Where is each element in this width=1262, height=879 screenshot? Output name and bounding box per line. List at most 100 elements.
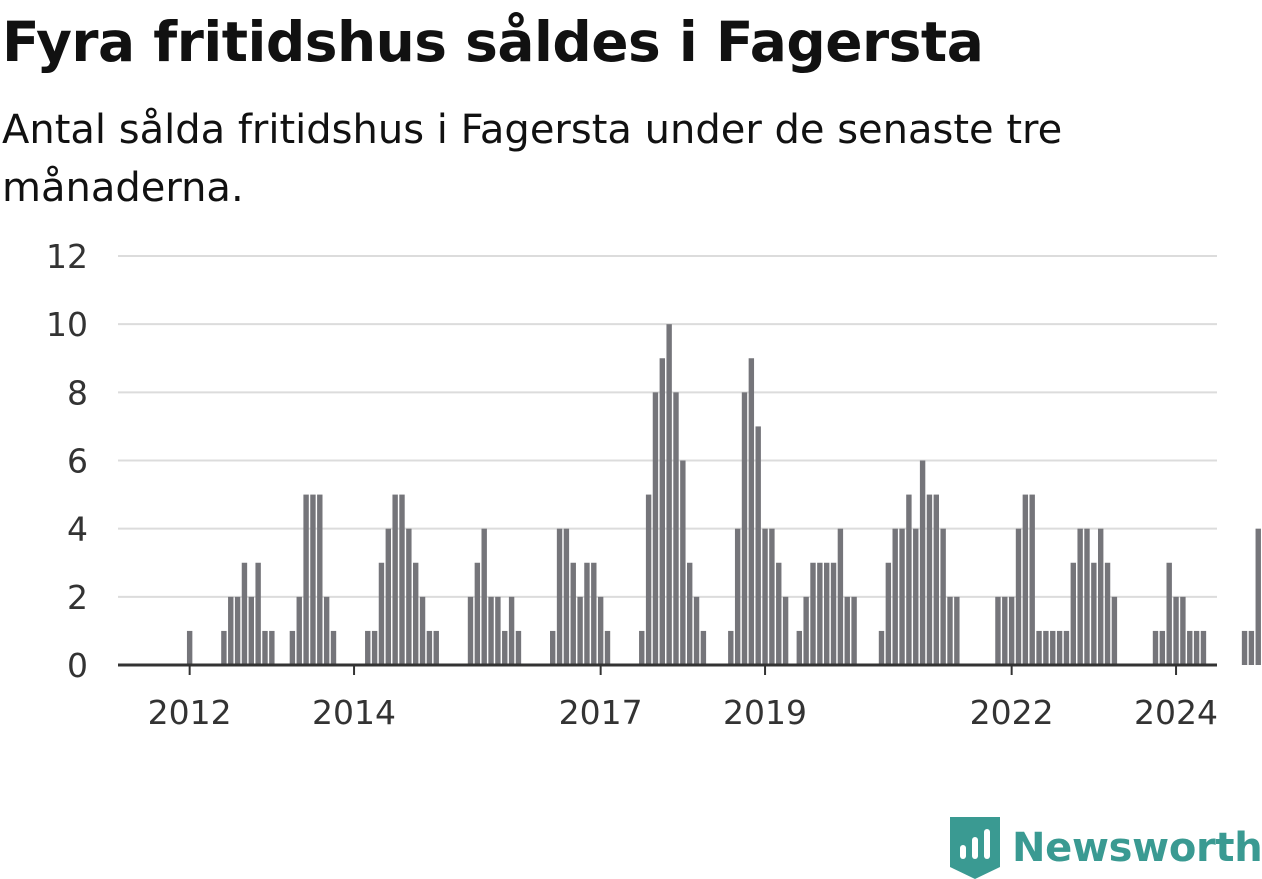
bar <box>947 596 953 665</box>
bar <box>700 630 707 665</box>
bar <box>687 562 693 665</box>
bar <box>769 528 775 665</box>
bar <box>378 562 385 665</box>
y-tick-label: 2 <box>67 578 88 617</box>
bar <box>1098 528 1104 665</box>
bar-chart: 0246810122012201420172019202220244 <box>46 237 1261 732</box>
bar-chart-badge-icon <box>950 817 1000 879</box>
bar <box>885 562 892 665</box>
bar <box>467 596 474 665</box>
bar <box>323 596 330 665</box>
bar <box>330 630 337 665</box>
newsworthy-logo: Newsworthy <box>950 817 1262 879</box>
bar <box>371 630 378 665</box>
bar <box>1104 562 1111 665</box>
bar <box>810 562 816 665</box>
bar <box>844 596 850 665</box>
bar <box>837 528 844 665</box>
bar <box>317 494 323 665</box>
bar <box>652 392 659 665</box>
bar <box>570 562 576 665</box>
bar <box>817 562 823 665</box>
bar <box>604 630 611 665</box>
bar <box>1180 596 1186 665</box>
bar <box>755 426 761 665</box>
bar <box>899 528 905 665</box>
x-tick-label: 2017 <box>559 693 643 732</box>
bar <box>1036 630 1042 665</box>
bar <box>550 630 556 665</box>
bar <box>933 494 939 665</box>
bar <box>666 324 672 665</box>
bar <box>556 528 563 665</box>
bar <box>241 562 248 665</box>
bar <box>433 630 439 665</box>
bar <box>639 630 645 665</box>
bar <box>413 562 419 665</box>
bar <box>474 562 481 665</box>
bar <box>269 630 275 665</box>
bar <box>1029 494 1035 665</box>
bar <box>1063 630 1070 665</box>
bar <box>1152 630 1159 665</box>
x-tick-label: 2022 <box>970 693 1054 732</box>
x-tick-label: 2014 <box>312 693 396 732</box>
bar <box>1187 630 1193 665</box>
labels: 0246810122012201420172019202220244 <box>46 237 1218 732</box>
bar <box>1070 562 1076 665</box>
bar <box>228 596 234 665</box>
y-tick-label: 8 <box>67 373 88 412</box>
bar <box>289 630 296 665</box>
bar <box>680 460 686 665</box>
bar <box>584 562 590 665</box>
bar <box>926 494 933 665</box>
bar <box>426 630 433 665</box>
bar <box>1084 528 1090 665</box>
bar <box>481 528 487 665</box>
bar <box>563 528 570 665</box>
x-tick-label: 2012 <box>148 693 232 732</box>
bar <box>919 460 926 665</box>
y-tick-label: 10 <box>46 305 88 344</box>
bar <box>782 596 789 665</box>
bar <box>748 358 755 665</box>
bar <box>234 596 241 665</box>
brand-name: Newsworthy <box>1012 825 1262 871</box>
bar <box>399 494 405 665</box>
bar <box>776 562 782 665</box>
bar <box>591 562 597 665</box>
bar <box>577 596 583 665</box>
bar <box>1159 630 1166 665</box>
bar <box>1200 630 1207 665</box>
bar <box>515 630 522 665</box>
bar <box>495 596 501 665</box>
bar <box>803 596 809 665</box>
y-tick-label: 6 <box>67 442 88 481</box>
x-tick-label: 2024 <box>1134 693 1218 732</box>
bar <box>940 528 946 665</box>
bar <box>508 596 515 665</box>
bar <box>1002 596 1008 665</box>
bar <box>1077 528 1083 665</box>
x-tick-label: 2019 <box>723 693 807 732</box>
y-tick-label: 12 <box>46 237 88 276</box>
bar <box>392 494 398 665</box>
bar <box>310 494 316 665</box>
bar <box>1015 528 1022 665</box>
bar <box>488 596 494 665</box>
bar <box>1008 596 1015 665</box>
bar <box>878 630 885 665</box>
bar <box>1193 630 1200 665</box>
bar <box>741 392 748 665</box>
bar <box>796 630 802 665</box>
bar <box>296 596 302 665</box>
bar <box>851 596 857 665</box>
axes <box>118 663 1217 675</box>
bar <box>365 630 371 665</box>
bars <box>186 324 1261 665</box>
y-tick-label: 4 <box>67 510 88 549</box>
bar <box>824 562 830 665</box>
bar <box>728 630 734 665</box>
bar <box>906 494 912 665</box>
bar <box>693 596 700 665</box>
